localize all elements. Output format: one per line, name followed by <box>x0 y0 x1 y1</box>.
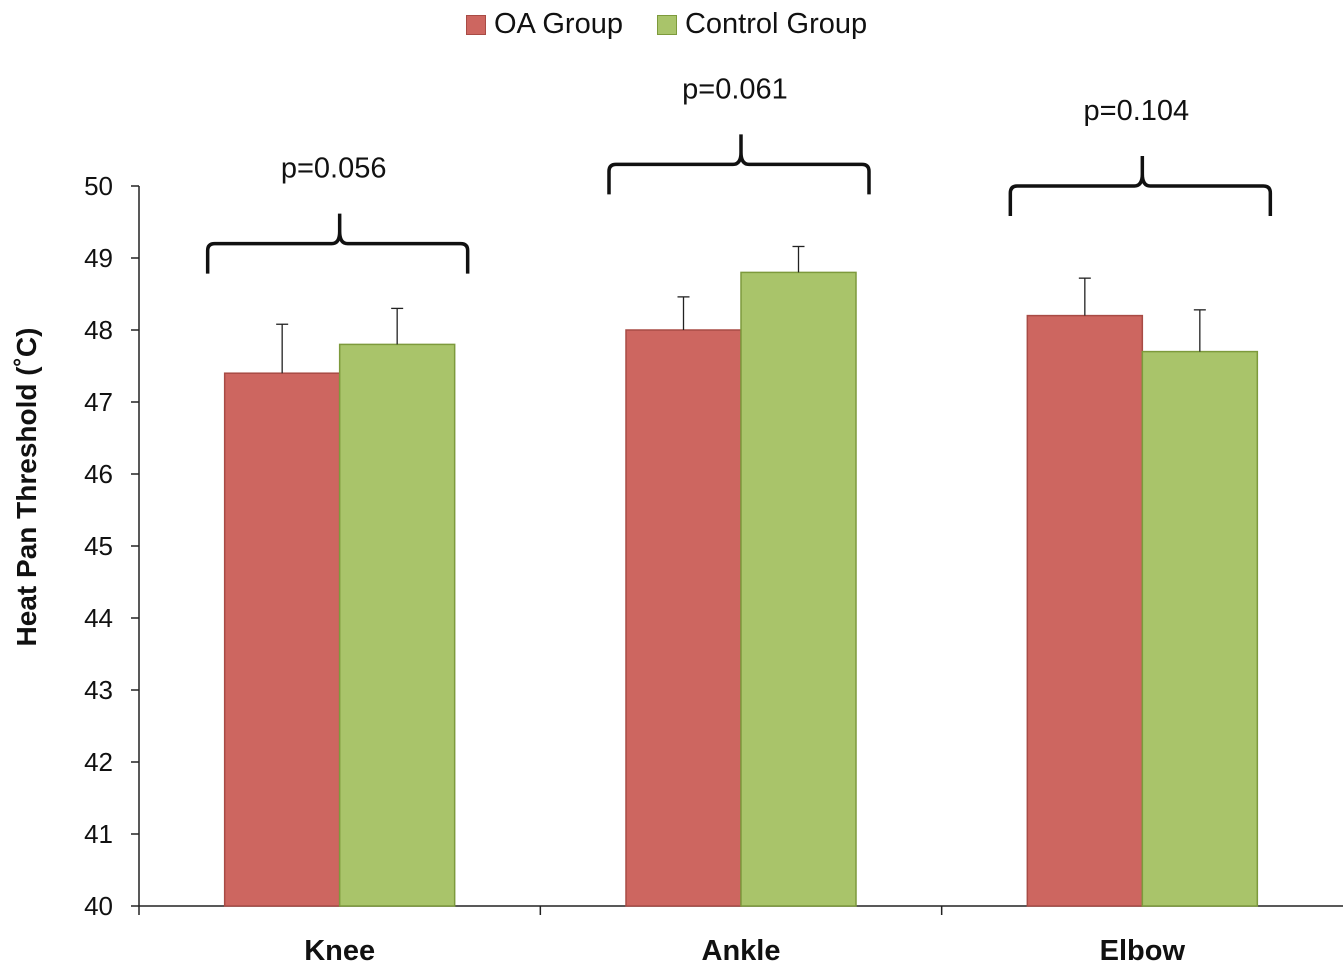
x-tick-label: Elbow <box>1100 935 1186 965</box>
legend: OA Group Control Group <box>466 8 901 41</box>
y-tick-label: 41 <box>84 819 113 849</box>
y-tick-label: 45 <box>84 531 113 561</box>
y-axis-label: Heat Pan Threshold (˚C) <box>11 328 42 647</box>
p-value-label: p=0.104 <box>1084 95 1190 127</box>
legend-item-oa: OA Group <box>466 8 623 41</box>
bar-oa <box>625 329 742 907</box>
bar-control <box>1141 350 1259 907</box>
significance-bracket <box>607 134 871 195</box>
bar-oa <box>1026 314 1144 907</box>
y-tick-label: 48 <box>84 315 113 345</box>
significance-brackets: p=0.056 p=0.061 p=0.104 <box>205 73 1273 274</box>
significance-bracket <box>205 213 470 274</box>
x-tick-label: Ankle <box>702 935 781 965</box>
y-tick-label: 47 <box>84 387 113 417</box>
y-tick-label: 42 <box>84 747 113 777</box>
p-value-label: p=0.061 <box>682 73 788 105</box>
p-value-label: p=0.056 <box>281 153 387 185</box>
error-bars <box>276 245 1206 374</box>
legend-label-control: Control Group <box>684 8 868 40</box>
legend-item-control: Control Group <box>656 8 868 41</box>
y-tick-label: 40 <box>84 891 113 921</box>
bars <box>223 271 1259 907</box>
x-tick-label: Knee <box>304 935 375 965</box>
significance-bracket <box>1008 156 1273 216</box>
legend-label-oa: OA Group <box>494 8 623 40</box>
bar-control <box>338 343 456 907</box>
legend-swatch-oa <box>466 14 486 35</box>
legend-swatch-control <box>656 14 677 35</box>
y-tick-label: 46 <box>84 459 113 489</box>
bar-control <box>740 271 857 907</box>
y-tick-label: 49 <box>84 243 113 273</box>
bar-oa <box>223 372 341 907</box>
y-tick-label: 43 <box>84 675 113 705</box>
y-tick-label: 44 <box>84 603 113 633</box>
y-tick-label: 50 <box>84 171 113 201</box>
